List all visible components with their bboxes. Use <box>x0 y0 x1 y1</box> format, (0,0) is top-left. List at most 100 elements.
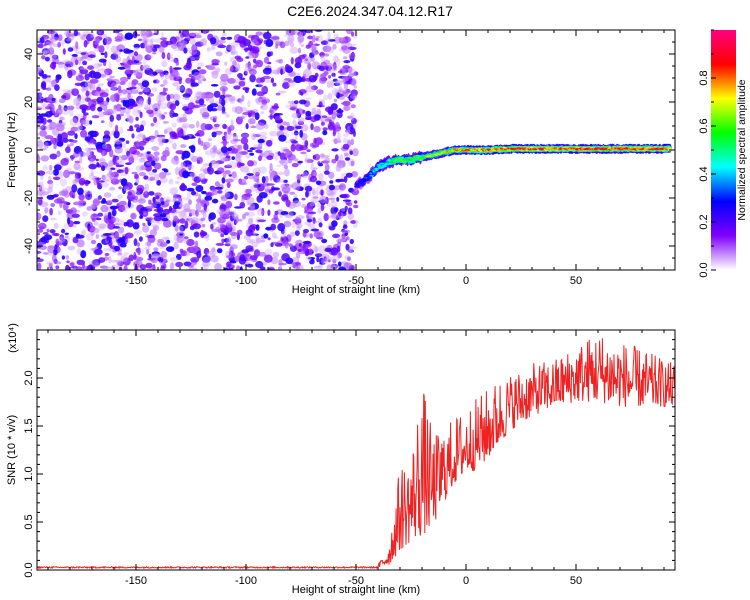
noise-blob <box>335 121 340 130</box>
noise-blob <box>118 154 128 159</box>
noise-blob <box>328 197 336 201</box>
noise-blob <box>300 151 307 155</box>
noise-blob <box>140 30 146 37</box>
noise-blob <box>186 191 192 200</box>
noise-blob <box>152 71 158 76</box>
noise-blob <box>351 117 357 125</box>
noise-blob <box>202 30 207 34</box>
noise-blob <box>203 203 207 212</box>
noise-blob <box>306 218 313 223</box>
noise-blob <box>83 190 93 195</box>
noise-blob <box>171 157 180 166</box>
noise-blob <box>324 247 332 253</box>
noise-blob <box>141 80 150 88</box>
noise-blob <box>146 151 151 155</box>
noise-blob <box>339 183 346 191</box>
noise-blob <box>91 259 99 268</box>
noise-blob <box>229 56 237 63</box>
noise-blob <box>100 204 109 213</box>
noise-blob <box>45 41 54 45</box>
noise-blob <box>96 96 104 103</box>
noise-blob <box>226 237 232 245</box>
noise-blob <box>160 253 165 259</box>
noise-blob <box>244 212 250 216</box>
noise-blob <box>312 196 319 199</box>
noise-blob <box>66 105 75 111</box>
noise-blob <box>208 96 215 104</box>
noise-blob <box>107 211 112 220</box>
noise-blob <box>163 87 169 92</box>
noise-blob <box>172 214 179 222</box>
noise-blob <box>187 265 195 268</box>
noise-blob <box>159 260 165 267</box>
noise-blob <box>81 108 87 114</box>
noise-blob <box>249 203 256 210</box>
noise-blob <box>289 42 295 47</box>
noise-blob <box>53 164 62 171</box>
noise-blob <box>181 135 190 139</box>
noise-blob <box>223 192 231 199</box>
noise-blob <box>138 172 146 177</box>
noise-blob <box>97 106 103 112</box>
noise-blob <box>94 248 103 256</box>
noise-blob <box>192 143 196 147</box>
noise-blob <box>343 152 349 157</box>
noise-blob <box>44 135 54 140</box>
noise-blob <box>182 170 190 179</box>
noise-blob <box>211 247 216 253</box>
noise-blob <box>189 225 195 231</box>
noise-blob <box>143 160 152 168</box>
noise-blob <box>326 190 334 197</box>
noise-blob <box>314 265 321 269</box>
noise-blob <box>111 198 119 203</box>
noise-blob <box>228 124 235 131</box>
noise-blob <box>260 266 266 270</box>
noise-blob <box>81 211 88 217</box>
noise-blob <box>179 224 186 232</box>
noise-blob <box>342 199 352 202</box>
noise-blob <box>284 168 290 177</box>
noise-blob <box>144 233 150 238</box>
noise-blob <box>236 229 243 236</box>
noise-blob <box>211 161 220 168</box>
noise-blob <box>142 225 150 233</box>
noise-blob <box>326 63 334 68</box>
noise-blob <box>42 165 48 171</box>
noise-blob <box>58 137 63 145</box>
ridge-cell <box>402 158 407 161</box>
noise-blob <box>297 117 305 124</box>
noise-blob <box>309 45 318 52</box>
noise-blob <box>206 65 216 70</box>
noise-blob <box>297 47 302 54</box>
noise-blob <box>207 166 211 172</box>
noise-blob <box>119 126 123 135</box>
noise-blob <box>255 122 265 130</box>
ridge-cell <box>366 179 370 182</box>
noise-blob <box>160 114 166 120</box>
noise-blob <box>163 219 172 228</box>
noise-blob <box>89 139 95 145</box>
noise-blob <box>176 73 180 80</box>
noise-blob <box>145 205 154 210</box>
noise-blob <box>255 237 262 244</box>
noise-blob <box>122 99 127 107</box>
noise-blob <box>56 62 65 65</box>
noise-blob <box>246 238 256 244</box>
noise-blob <box>186 187 195 192</box>
noise-blob <box>153 79 157 84</box>
noise-blob <box>85 90 90 97</box>
noise-blob <box>230 244 238 250</box>
noise-blob <box>152 225 160 231</box>
noise-blob <box>283 78 292 81</box>
noise-blob <box>310 162 315 171</box>
noise-blob <box>126 128 134 132</box>
noise-blob <box>269 113 273 120</box>
noise-blob <box>146 161 152 166</box>
noise-blob <box>260 103 269 111</box>
noise-blob <box>164 146 170 155</box>
noise-blob <box>68 171 77 175</box>
noise-blob <box>125 118 130 122</box>
noise-blob <box>324 53 330 57</box>
noise-blob <box>143 58 147 66</box>
noise-blob <box>332 233 341 239</box>
